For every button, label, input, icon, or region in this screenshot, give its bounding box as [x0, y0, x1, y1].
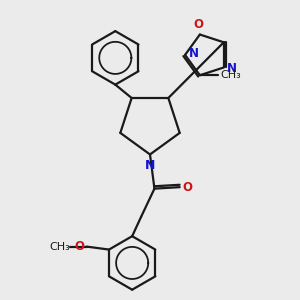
- Text: N: N: [189, 47, 199, 60]
- Text: O: O: [194, 18, 203, 31]
- Text: O: O: [74, 240, 84, 253]
- Text: CH₃: CH₃: [50, 242, 70, 252]
- Text: O: O: [182, 181, 192, 194]
- Text: CH₃: CH₃: [220, 70, 241, 80]
- Text: N: N: [227, 62, 237, 76]
- Text: N: N: [145, 159, 155, 172]
